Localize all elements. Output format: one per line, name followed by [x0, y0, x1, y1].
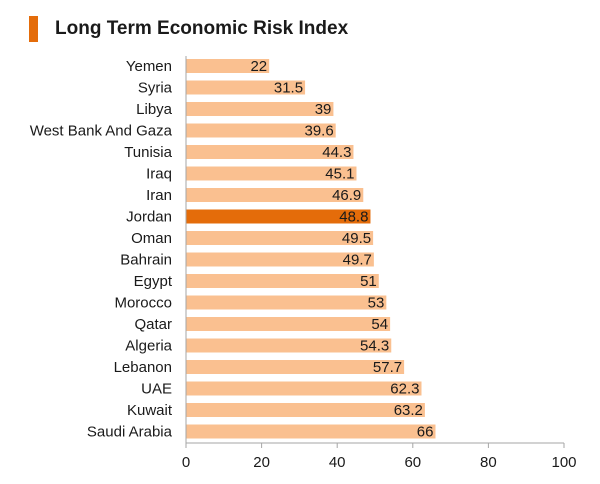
x-axis: 0 20 40 60 80 100: [182, 56, 577, 471]
bar-qatar: [186, 317, 391, 331]
value-label-iraq: 45.1: [325, 166, 354, 183]
category-label-uae: UAE: [141, 381, 172, 398]
category-label-tunisia: Tunisia: [124, 144, 172, 161]
bar-lebanon: [186, 360, 405, 374]
x-tick-label: 80: [480, 454, 497, 471]
x-tick-label: 60: [404, 454, 421, 471]
category-label-oman: Oman: [131, 230, 172, 247]
category-label-syria: Syria: [138, 80, 173, 97]
category-label-bahrain: Bahrain: [120, 252, 172, 269]
chart-title: Long Term Economic Risk Index: [55, 18, 349, 39]
category-label-jordan: Jordan: [126, 209, 172, 226]
bar-morocco: [186, 295, 387, 310]
category-label-libya: Libya: [136, 101, 173, 118]
value-label-bahrain: 49.7: [343, 252, 372, 269]
x-tick-label: 100: [551, 454, 576, 471]
bar-oman: [186, 231, 374, 245]
bar-uae: [186, 381, 422, 396]
category-label-iraq: Iraq: [146, 166, 172, 183]
title-accent-bar: [29, 16, 38, 42]
bar-jordan: [186, 209, 371, 224]
bar-algeria: [186, 338, 392, 353]
value-label-egypt: 51: [360, 273, 377, 290]
category-label-algeria: Algeria: [125, 338, 172, 355]
value-label-syria: 31.5: [274, 80, 303, 97]
bar-kuwait: [186, 403, 425, 417]
bar-yemen: [186, 59, 270, 73]
x-tick-label: 20: [253, 454, 270, 471]
category-label-lebanon: Lebanon: [114, 359, 172, 376]
bar-iran: [186, 188, 364, 202]
category-label-yemen: Yemen: [126, 58, 172, 75]
bar-saudi-arabia: [186, 424, 436, 439]
value-label-yemen: 22: [250, 58, 267, 75]
bars-layer: Yemen 22 Syria 31.5 Libya 39 West Bank And Gaz…: [30, 58, 436, 441]
x-tick-label: 0: [182, 454, 190, 471]
category-label-egypt: Egypt: [134, 273, 173, 290]
value-label-libya: 39: [315, 101, 332, 118]
category-label-morocco: Morocco: [114, 295, 172, 312]
value-label-kuwait: 63.2: [394, 402, 423, 419]
x-tick-label: 40: [329, 454, 346, 471]
bar-libya: [186, 102, 334, 116]
value-label-saudi-arabia: 66: [417, 424, 434, 441]
value-label-tunisia: 44.3: [322, 144, 351, 161]
value-label-west-bank-and-gaza: 39.6: [304, 123, 333, 140]
category-label-saudi-arabia: Saudi Arabia: [87, 424, 173, 441]
value-label-uae: 62.3: [390, 381, 419, 398]
value-label-iran: 46.9: [332, 187, 361, 204]
bar-bahrain: [186, 252, 374, 267]
bar-tunisia: [186, 145, 354, 159]
bar-iraq: [186, 166, 357, 181]
category-label-kuwait: Kuwait: [127, 402, 173, 419]
category-label-qatar: Qatar: [134, 316, 172, 333]
bar-syria: [186, 80, 306, 95]
category-label-iran: Iran: [146, 187, 172, 204]
value-label-morocco: 53: [368, 295, 385, 312]
value-label-oman: 49.5: [342, 230, 371, 247]
value-label-lebanon: 57.7: [373, 359, 402, 376]
category-label-west-bank-and-gaza: West Bank And Gaza: [30, 123, 173, 140]
value-label-qatar: 54: [371, 316, 388, 333]
value-label-jordan: 48.8: [339, 209, 368, 226]
value-label-algeria: 54.3: [360, 338, 389, 355]
bar-west-bank-and-gaza: [186, 123, 336, 138]
bar-egypt: [186, 274, 379, 288]
